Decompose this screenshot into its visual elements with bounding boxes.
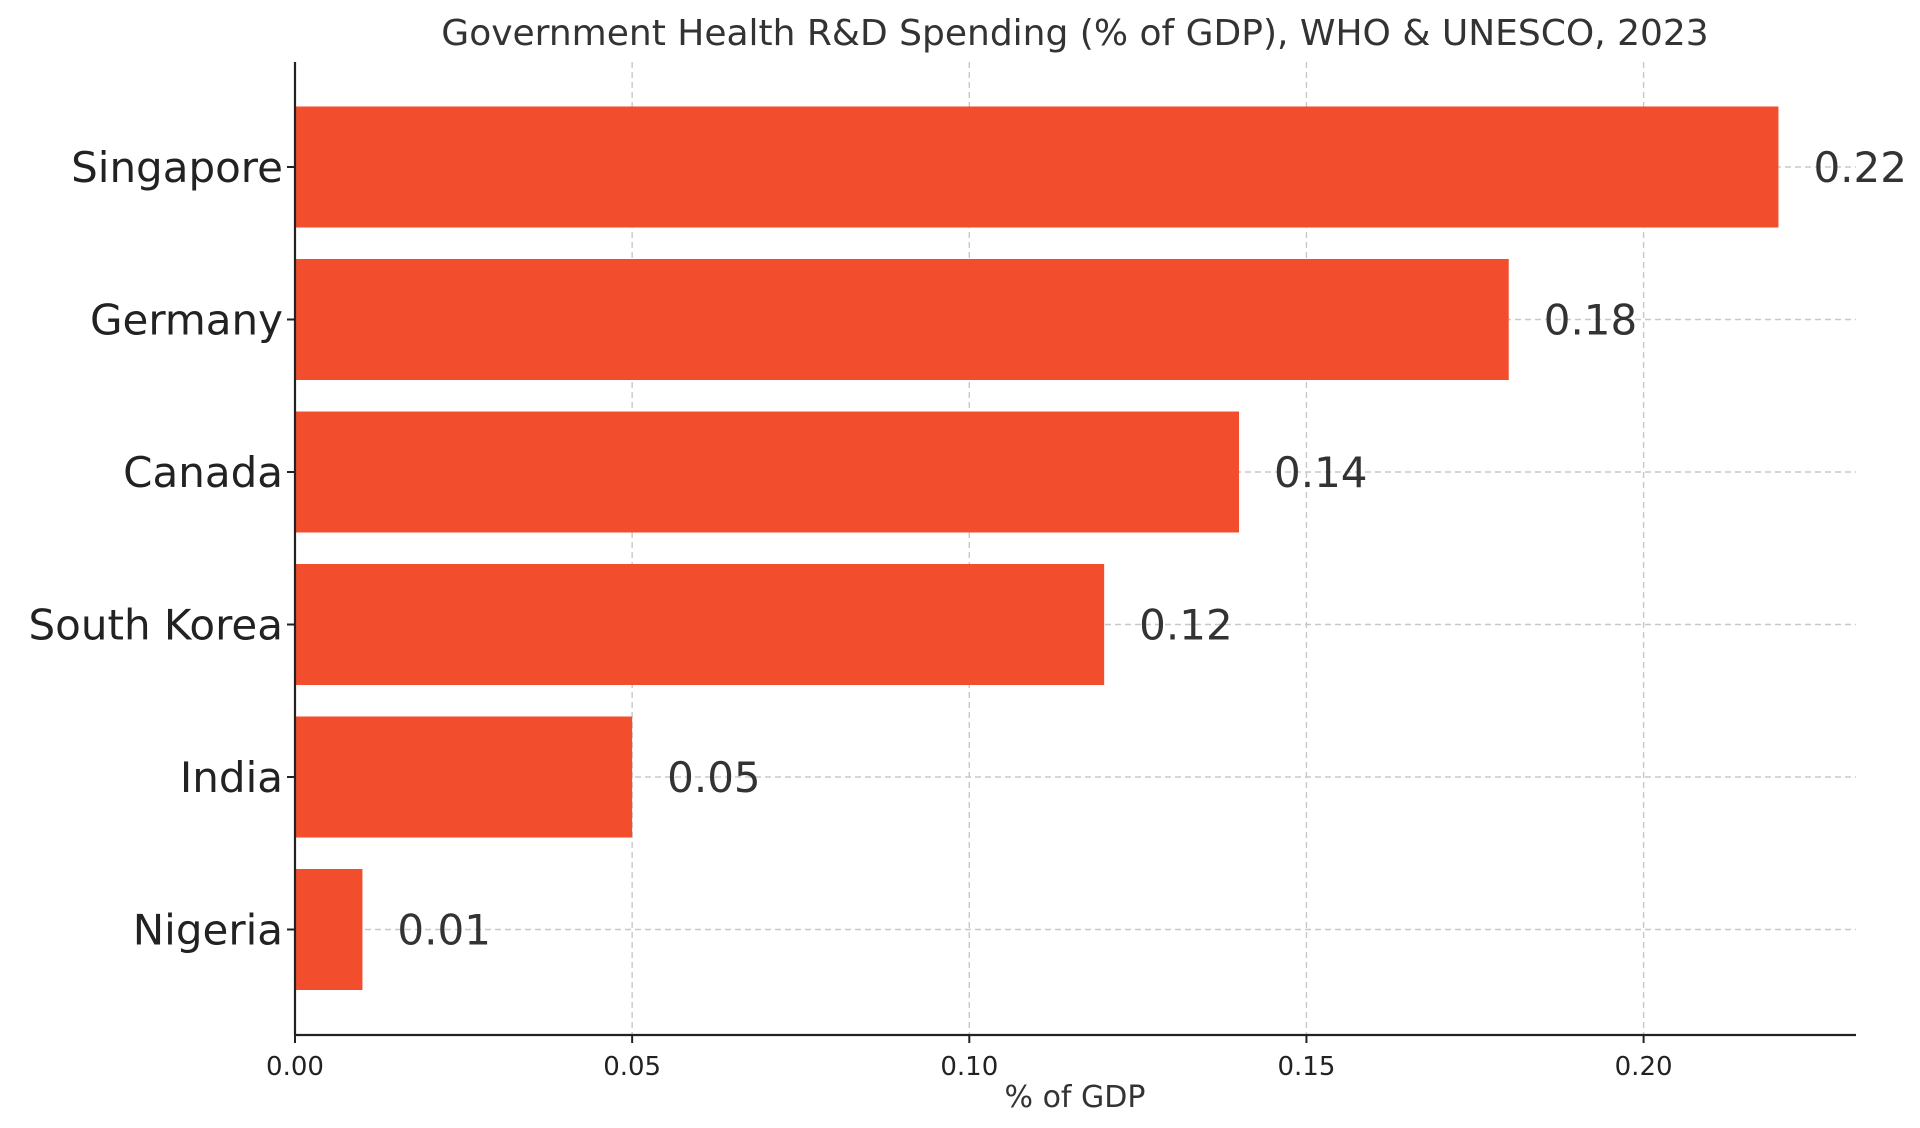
category-label: Singapore xyxy=(71,143,283,192)
value-label: 0.14 xyxy=(1274,448,1368,497)
value-label: 0.18 xyxy=(1544,296,1638,345)
labels-layer: Singapore 0.22 Germany 0.18 Canada 0.14 South … xyxy=(29,143,1907,955)
x-tick-label: 0.00 xyxy=(266,1052,324,1082)
value-label: 0.05 xyxy=(667,753,761,802)
category-label: Canada xyxy=(123,448,283,497)
x-axis-title: % of GDP xyxy=(1005,1080,1146,1115)
x-tick-label: 0.15 xyxy=(1278,1052,1336,1082)
value-label: 0.12 xyxy=(1139,601,1233,650)
value-label: 0.22 xyxy=(1813,143,1907,192)
chart-title: Government Health R&D Spending (% of GDP… xyxy=(441,13,1708,54)
bar-canada xyxy=(295,411,1240,533)
bar-india xyxy=(295,716,633,838)
x-tick-label: 0.10 xyxy=(940,1052,998,1082)
bar-singapore xyxy=(295,106,1779,228)
category-label: India xyxy=(180,753,283,802)
bar-south-korea xyxy=(295,564,1105,685)
ticks-layer: 0.00 0.05 0.10 0.15 0.20 xyxy=(266,166,1673,1082)
bar-germany xyxy=(295,259,1509,380)
value-label: 0.01 xyxy=(397,906,491,955)
bars-layer xyxy=(295,106,1779,990)
category-label: South Korea xyxy=(29,601,283,650)
x-tick-label: 0.20 xyxy=(1615,1052,1673,1082)
axes-layer xyxy=(293,62,1856,1037)
category-label: Nigeria xyxy=(133,906,283,955)
x-tick-label: 0.05 xyxy=(603,1052,661,1082)
category-label: Germany xyxy=(90,296,283,345)
bar-nigeria xyxy=(295,869,363,990)
